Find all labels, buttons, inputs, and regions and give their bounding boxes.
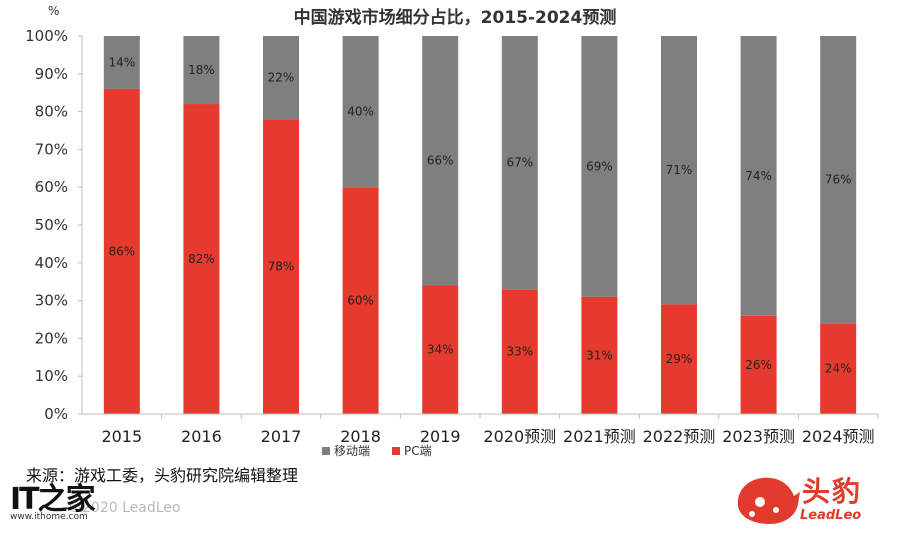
bar-segment-pc <box>740 315 777 414</box>
bar-group: 82% 18% <box>183 36 220 414</box>
bar-segment-mobile <box>740 36 777 316</box>
bars: 86% 14% 82% 18% 78% 22% 60% 40% 34% 66% 33% 67% 31% 6… <box>103 36 857 415</box>
data-label: 31% <box>586 348 613 362</box>
data-label: 60% <box>347 294 374 308</box>
x-axis: 2015 2016 2017 2018 2019 2020预测 2021预测 2022预测 20… <box>82 413 879 446</box>
bar-segment-mobile <box>501 36 538 290</box>
copyright-text: ©2020 LeadLeo <box>68 500 181 516</box>
x-tick-label: 2020预测 <box>483 427 556 446</box>
y-tick-label: 50% <box>35 216 68 234</box>
leadleo-leopard-logo-icon <box>737 477 800 524</box>
legend: 移动端 PC端 <box>322 444 432 458</box>
data-label: 76% <box>825 173 852 187</box>
data-label: 24% <box>825 362 852 376</box>
x-tick-label: 2018 <box>340 427 381 446</box>
data-label: 66% <box>427 154 454 168</box>
bar-group: 33% 67% <box>501 36 538 414</box>
bar-segment-mobile <box>103 36 140 89</box>
bar-segment-pc <box>501 289 538 414</box>
bar-group: 29% 71% <box>661 36 697 414</box>
y-tick-label: 100% <box>25 27 68 45</box>
y-tick-label: 10% <box>35 367 68 385</box>
y-tick-label: 80% <box>35 103 68 121</box>
bar-segment-mobile <box>581 36 618 297</box>
ithome-logo-text: IT之家 <box>10 482 96 517</box>
bar-group: 78% 22% <box>263 36 299 414</box>
bar-segment-pc <box>661 304 697 414</box>
bar-segment-pc <box>581 296 618 414</box>
data-label: 86% <box>108 244 135 258</box>
y-tick-label: 60% <box>35 178 68 196</box>
data-label: 74% <box>745 169 772 183</box>
data-label: 71% <box>666 163 693 177</box>
bar-segment-mobile <box>422 36 459 286</box>
bar-segment-mobile <box>342 36 379 188</box>
bar-segment-mobile <box>183 36 220 105</box>
bar-segment-mobile <box>263 36 299 120</box>
bar-segment-pc <box>263 119 299 414</box>
bar-group: 86% 14% <box>103 36 140 415</box>
y-tick-label: 20% <box>35 329 68 347</box>
bar-segment-pc <box>183 104 220 414</box>
bar-segment-pc <box>820 323 857 414</box>
data-label: 40% <box>347 105 374 119</box>
x-tick-label: 2024预测 <box>802 427 875 446</box>
x-tick-label: 2021预测 <box>563 427 636 446</box>
data-label: 33% <box>506 345 533 359</box>
bar-group: 34% 66% <box>422 36 459 414</box>
data-label: 78% <box>268 260 295 274</box>
y-tick-label: 70% <box>35 140 68 158</box>
data-label: 29% <box>666 352 693 366</box>
bar-group: 31% 69% <box>581 36 618 414</box>
bar-segment-pc <box>422 285 459 414</box>
bar-segment-mobile <box>820 36 857 324</box>
brand-name-cn: 头豹 <box>802 475 863 508</box>
y-tick-label: 90% <box>35 65 68 83</box>
legend-label: 移动端 <box>334 444 370 458</box>
x-tick-label: 2016 <box>181 427 222 446</box>
x-tick-label: 2023预测 <box>722 427 795 446</box>
data-label: 26% <box>745 358 772 372</box>
x-tick-label: 2022预测 <box>643 427 716 446</box>
data-label: 18% <box>188 63 215 77</box>
x-tick-label: 2017 <box>261 427 302 446</box>
data-label: 34% <box>427 343 454 357</box>
data-label: 69% <box>586 159 613 173</box>
chart-title: 中国游戏市场细分占比，2015-2024预测 <box>294 7 617 28</box>
bar-group: 60% 40% <box>342 36 379 414</box>
ithome-logo-icon: IT之家 <box>10 474 96 518</box>
y-axis-unit-label: % <box>48 4 59 18</box>
data-label: 82% <box>188 252 215 266</box>
legend-label: PC端 <box>404 444 432 458</box>
legend-swatch <box>392 447 400 455</box>
bar-group: 24% 76% <box>820 36 857 414</box>
brand-name-en: LeadLeo <box>800 508 862 523</box>
bar-segment-pc <box>342 187 379 414</box>
bar-group: 26% 74% <box>740 36 777 414</box>
y-axis: 0% 10% 20% 30% 40% 50% 60% 70% 80% 90% 100% <box>25 27 83 423</box>
y-tick-label: 0% <box>44 405 68 423</box>
ithome-url: www.ithome.com <box>10 512 88 522</box>
bar-segment-pc <box>103 88 140 415</box>
y-tick-label: 40% <box>35 254 68 272</box>
data-label: 22% <box>268 71 295 85</box>
x-tick-label: 2015 <box>101 427 142 446</box>
source-note: 来源：游戏工委，头豹研究院编辑整理 <box>26 466 299 485</box>
x-tick-label: 2019 <box>420 427 461 446</box>
y-tick-label: 30% <box>35 292 68 310</box>
bar-segment-mobile <box>661 36 697 305</box>
data-label: 67% <box>506 156 533 170</box>
data-label: 14% <box>108 55 135 69</box>
legend-swatch <box>322 447 330 455</box>
